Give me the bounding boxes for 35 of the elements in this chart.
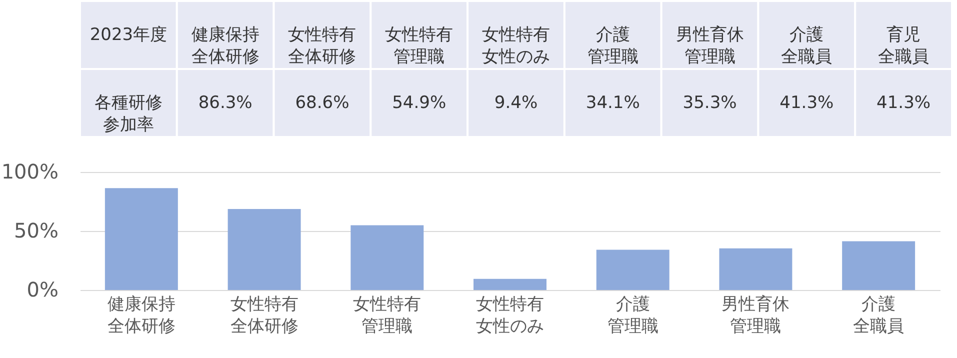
data-label: 9.4%	[494, 93, 538, 113]
category-label: 育児全職員	[878, 25, 930, 67]
data-label: 86.3%	[198, 93, 252, 113]
category-label: 健康保持全体研修	[191, 25, 260, 67]
bar	[228, 209, 301, 290]
category-label: 女性特有女性のみ	[482, 25, 550, 67]
x-tick-label: 健康保持全体研修	[107, 294, 176, 336]
bar	[719, 248, 792, 290]
category-label: 女性特有管理職	[385, 25, 454, 67]
x-tick-label: 介護全職員	[853, 294, 904, 336]
data-label: 41.3%	[780, 93, 834, 113]
y-tick-label: 50%	[14, 218, 58, 242]
text: 2023年度	[90, 25, 168, 45]
data-label: 68.6%	[295, 93, 350, 113]
x-tick-label: 男性育休管理職	[722, 294, 790, 336]
data-label: 54.9%	[392, 93, 446, 113]
x-tick-label: 介護管理職	[607, 294, 658, 336]
x-tick-label: 女性特有全体研修	[230, 294, 298, 336]
data-label: 34.1%	[586, 93, 640, 113]
category-label: 女性特有全体研修	[288, 25, 356, 67]
text: 各種研修参加率	[94, 93, 162, 135]
category-label: 介護管理職	[587, 25, 638, 67]
bar	[596, 250, 670, 290]
y-tick-label: 0%	[26, 278, 58, 302]
bar	[104, 188, 178, 290]
x-tick-label: 女性特有管理職	[353, 294, 422, 336]
data-label: 41.3%	[876, 93, 931, 113]
x-tick-label: 女性特有女性のみ	[476, 294, 544, 336]
data-label: 35.3%	[682, 93, 737, 113]
bar	[842, 241, 916, 290]
bar	[350, 225, 424, 290]
category-label: 男性育休管理職	[676, 25, 744, 67]
y-tick-label: 100%	[1, 160, 58, 184]
category-label: 介護全職員	[781, 25, 832, 67]
bar	[474, 278, 546, 290]
